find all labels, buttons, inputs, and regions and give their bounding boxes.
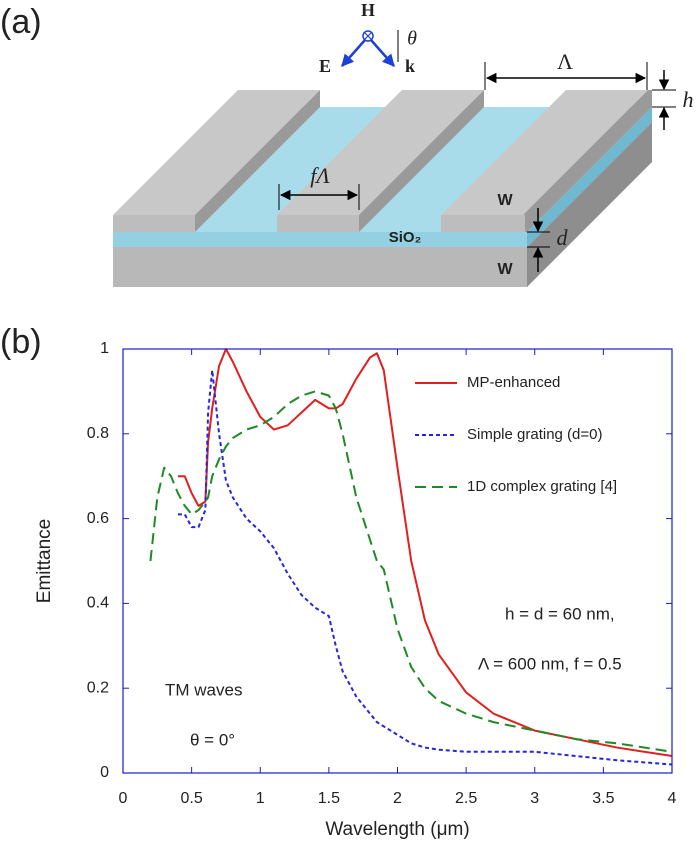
material-label: W [497,192,513,209]
x-tick-label: 1 [256,790,265,807]
annotation: θ = 0° [190,730,235,749]
annotation: TM waves [165,680,242,699]
x-tick-label: 3.5 [592,790,614,807]
y-tick-label: 0.6 [87,510,109,527]
y-tick-label: 0.4 [87,595,109,612]
x-tick-label: 2.5 [455,790,477,807]
material-label: W [497,261,513,278]
x-axis-title: Wavelength (μm) [325,819,469,840]
spacer-front [113,232,527,247]
x-tick-label: 1.5 [318,790,340,807]
legend-label: MP-enhanced [467,374,560,391]
angle-label: θ [407,28,417,50]
x-tick-label: 0.5 [181,790,203,807]
data-line [177,369,673,766]
annotation: h = d = 60 nm, [505,604,615,623]
x-tick-label: 0 [119,790,128,807]
spacer-side [527,107,652,247]
plot-frame [122,348,673,774]
legend-label: Simple grating (d=0) [467,426,602,443]
substrate-side [527,122,652,287]
h-field-symbol [362,30,374,42]
k-arrow [370,39,395,67]
x-tick-label: 3 [530,790,539,807]
chart: 0 0.5 1 1.5 2 2.5 3 3.5 4 0 0.2 0.4 0.6 0.8 1 Wavelengt… [34,340,677,840]
y-axis-title: Emittance [34,519,55,603]
y-tick-label: 0.2 [87,679,109,696]
annotation: Λ = 600 nm, f = 0.5 [478,654,622,673]
y-tick-label: 0 [100,764,109,781]
wavevector-label: k [405,56,415,76]
y-tick-label: 0.8 [87,425,109,442]
panel-label: (b) [0,323,42,361]
thickness-label: d [557,225,569,250]
grating-bar [113,90,320,232]
material-label: SiO₂ [389,229,422,246]
field-label: E [319,56,331,76]
grating-bar [277,90,484,232]
panel-label: (a) [0,3,42,41]
substrate-front [113,247,527,287]
y-tick-label: 1 [100,340,109,357]
data-line [177,348,673,758]
grating-bar [441,90,652,232]
period-label: Λ [557,49,573,74]
e-arrow [341,39,366,67]
h-field-cross [364,32,372,40]
x-tick-label: 4 [668,790,677,807]
width-label: fΛ [310,163,330,188]
structure-diagram: (a) H θ E k Λ h fΛ W SiO₂ d W [0,0,694,287]
legend-label: 1D complex grating [4] [467,478,617,495]
x-tick-label: 2 [393,790,402,807]
field-label: H [361,0,375,20]
height-label: h [683,87,694,112]
